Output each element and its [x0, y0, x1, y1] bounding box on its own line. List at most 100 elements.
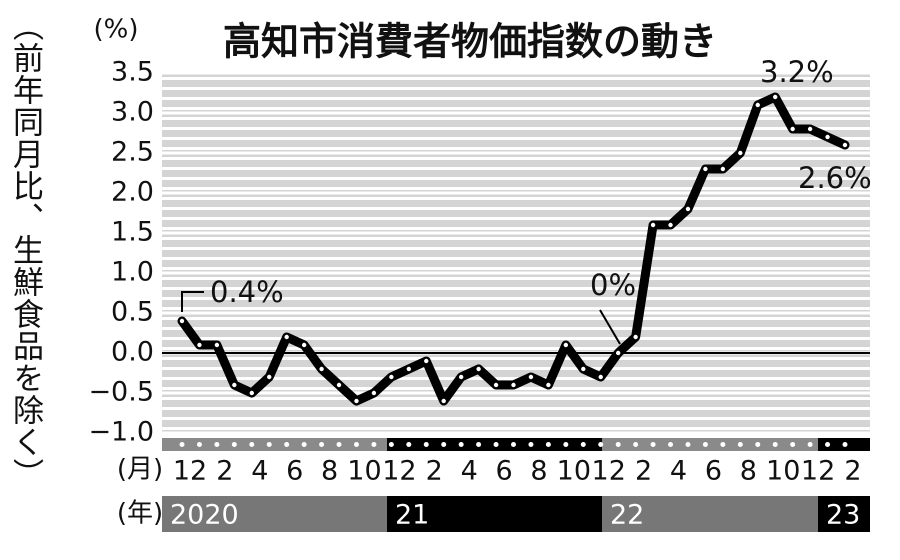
x-tick-label: 10	[557, 456, 591, 487]
point	[267, 374, 272, 380]
point	[703, 166, 708, 172]
month-dot	[598, 442, 604, 447]
month-dot	[842, 442, 848, 447]
month-dot	[825, 442, 831, 447]
point	[179, 318, 185, 324]
x-tick-label: 6	[705, 456, 722, 487]
point	[493, 382, 499, 388]
y-tick-label: 3.5	[111, 57, 154, 88]
month-dot	[284, 442, 290, 447]
point	[685, 206, 691, 212]
point	[790, 126, 795, 132]
year-band	[818, 496, 870, 532]
y-tick-label: −1.0	[88, 417, 154, 448]
x-tick-label: 12	[801, 456, 835, 487]
x-tick-label: 4	[251, 456, 268, 487]
point	[528, 374, 534, 380]
month-dot	[772, 442, 778, 447]
point	[406, 366, 412, 372]
year-label: 21	[395, 500, 429, 531]
point	[389, 374, 394, 380]
month-dot	[493, 442, 499, 447]
point	[354, 398, 359, 404]
month-dot	[301, 442, 307, 447]
point	[807, 126, 813, 132]
y-tick-label: 3.0	[111, 97, 154, 128]
month-dot	[319, 442, 325, 447]
month-dot	[406, 442, 412, 447]
point	[615, 350, 621, 356]
x-tick-label: 2	[426, 456, 443, 487]
annotation: 0.4%	[210, 275, 284, 309]
y-tick-label: −0.5	[88, 377, 154, 408]
x-tick-label: 8	[740, 456, 757, 487]
month-dot	[633, 442, 639, 447]
annotation-leader	[599, 309, 621, 345]
year-band	[387, 496, 602, 532]
year-band	[162, 496, 387, 532]
month-dot	[755, 442, 761, 447]
month-dot	[476, 442, 482, 447]
point	[441, 398, 446, 404]
point	[546, 382, 551, 388]
month-dot	[441, 442, 447, 447]
month-dot	[458, 442, 464, 447]
month-dot	[685, 442, 691, 447]
x-tick-label: 10	[766, 456, 800, 487]
month-dot	[423, 442, 429, 447]
month-dot	[737, 442, 743, 447]
annotation: 0%	[590, 268, 636, 302]
point	[563, 342, 569, 348]
point	[319, 366, 324, 372]
month-dot	[650, 442, 656, 447]
month-dot	[580, 442, 586, 447]
x-tick-label: 8	[530, 456, 547, 487]
annotation: 2.6%	[798, 161, 872, 195]
x-tick-label: 6	[286, 456, 303, 487]
point	[284, 334, 289, 340]
month-dot	[807, 442, 813, 447]
month-strip	[162, 438, 387, 451]
year-label: 2020	[170, 500, 239, 531]
month-dot	[668, 442, 674, 447]
point	[511, 382, 516, 388]
y-tick-label: 2.5	[111, 137, 154, 168]
point	[842, 142, 848, 148]
point	[214, 342, 220, 348]
month-dot	[545, 442, 551, 447]
x-tick-label: 6	[495, 456, 512, 487]
year-label: 23	[826, 500, 860, 531]
x-tick-label: 8	[321, 456, 338, 487]
x-tick-label: 2	[844, 456, 861, 487]
point	[755, 102, 760, 108]
point	[197, 342, 202, 348]
x-tick-label: 4	[461, 456, 478, 487]
point	[825, 134, 830, 140]
month-dot	[790, 442, 796, 447]
point	[633, 334, 638, 340]
month-dot	[196, 442, 202, 447]
point	[650, 222, 656, 228]
month-dot	[249, 442, 255, 447]
month-dot	[511, 442, 516, 447]
chart-title: 高知市消費者物価指数の動き	[223, 20, 717, 64]
month-dot	[371, 442, 377, 447]
y-tick-label: 1.0	[111, 257, 154, 288]
y-tick-label: 0.5	[111, 297, 154, 328]
point	[232, 382, 237, 388]
month-dot	[336, 442, 342, 447]
y-tick-label: 2.0	[111, 177, 154, 208]
x-tick-label: 12	[382, 456, 416, 487]
x-tick-label: 10	[347, 456, 381, 487]
month-dot	[563, 442, 569, 447]
y-tick-label: 1.5	[111, 217, 154, 248]
point	[458, 374, 464, 380]
x-tick-label: 2	[216, 456, 233, 487]
point	[371, 390, 377, 396]
month-dot	[353, 442, 359, 447]
month-dot	[179, 442, 185, 447]
y-unit: (%)	[94, 15, 139, 45]
point	[476, 366, 481, 372]
month-dot	[214, 442, 220, 447]
